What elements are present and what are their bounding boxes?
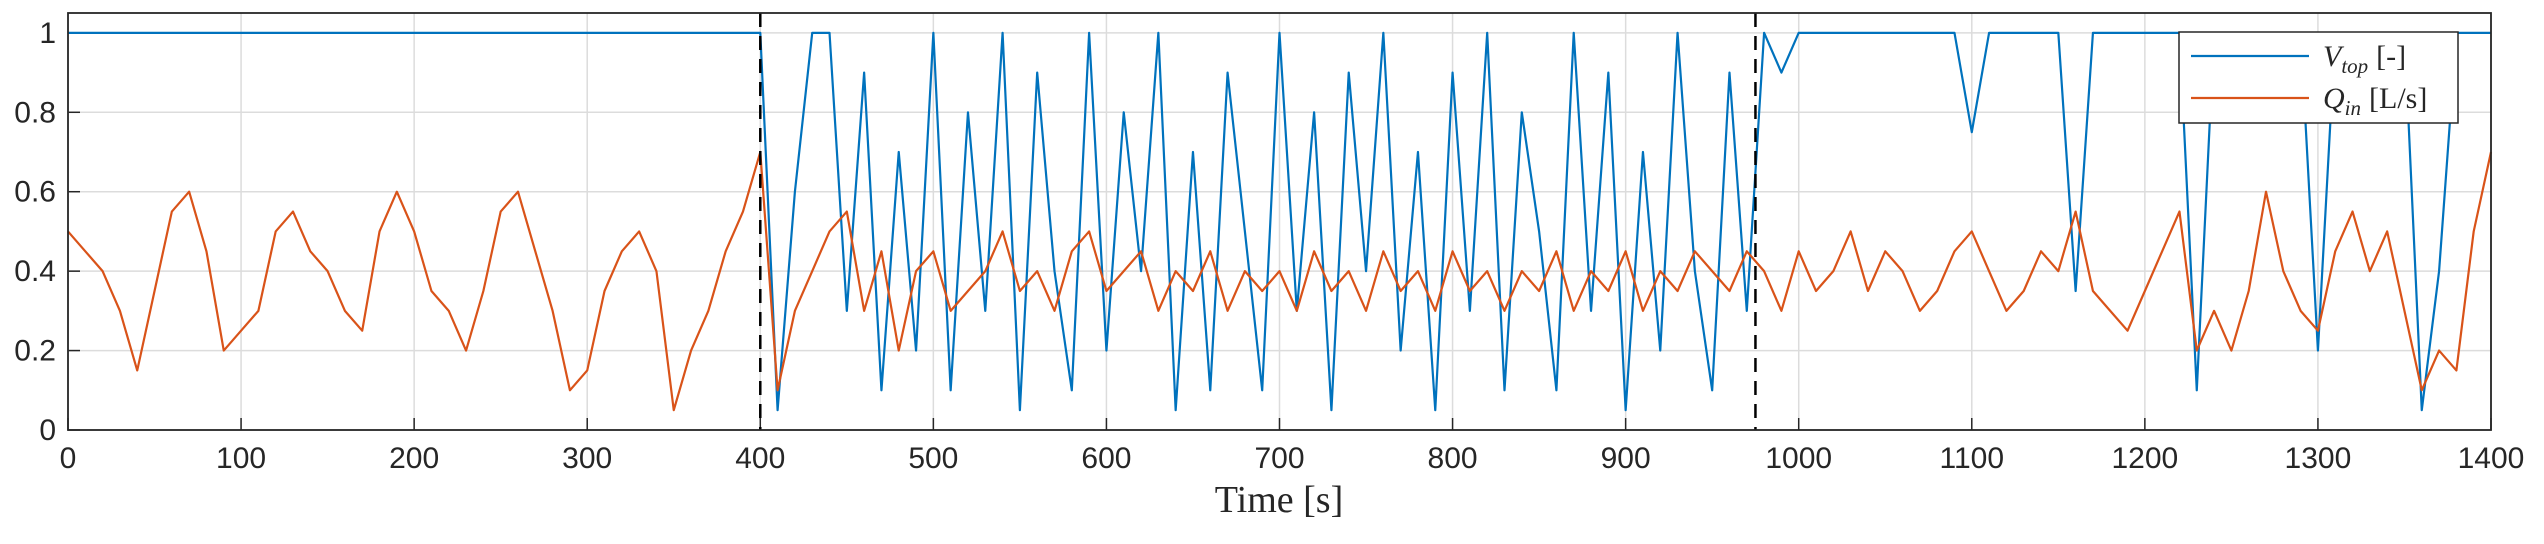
axes-box [67, 12, 2492, 431]
legend-box [2178, 31, 2459, 124]
legend-label: Vtop [-] [2323, 40, 2406, 78]
legend-label: Qin [L/s] [2323, 82, 2427, 120]
series-line [68, 31, 2491, 412]
x-tick-label: 1200 [2111, 442, 2178, 475]
x-tick-label: 700 [1254, 442, 1304, 475]
x-tick-label: 300 [562, 442, 612, 475]
y-tick-label: 0.6 [14, 176, 56, 209]
y-tick-label: 0.8 [14, 96, 56, 129]
x-tick-label: 100 [216, 442, 266, 475]
x-tick-label: 500 [908, 442, 958, 475]
y-tick-label: 0.4 [14, 255, 56, 288]
x-tick-label: 600 [1081, 442, 1131, 475]
legend-symbol: V [2323, 40, 2345, 73]
legend-symbol: Q [2323, 82, 2345, 115]
x-tick-label: 800 [1428, 442, 1478, 475]
x-tick-label: 900 [1601, 442, 1651, 475]
legend-subscript: in [2345, 96, 2361, 120]
x-tick-label: 0 [60, 442, 77, 475]
x-tick-label: 1400 [2458, 442, 2525, 475]
y-tick-label: 1 [39, 17, 56, 50]
y-tick-label: 0.2 [14, 335, 56, 368]
x-tick-label: 1000 [1765, 442, 1832, 475]
legend-unit: [L/s] [2369, 82, 2427, 115]
legend-subscript: top [2341, 54, 2368, 78]
x-axis-label: Time [s] [1215, 479, 1343, 521]
x-tick-label: 400 [735, 442, 785, 475]
y-tick-label: 0 [39, 414, 56, 447]
series-line [67, 150, 2493, 412]
x-tick-label: 200 [389, 442, 439, 475]
legend-unit: [-] [2376, 40, 2406, 73]
x-tick-label: 1100 [1940, 442, 2005, 475]
x-tick-label: 1300 [2285, 442, 2352, 475]
